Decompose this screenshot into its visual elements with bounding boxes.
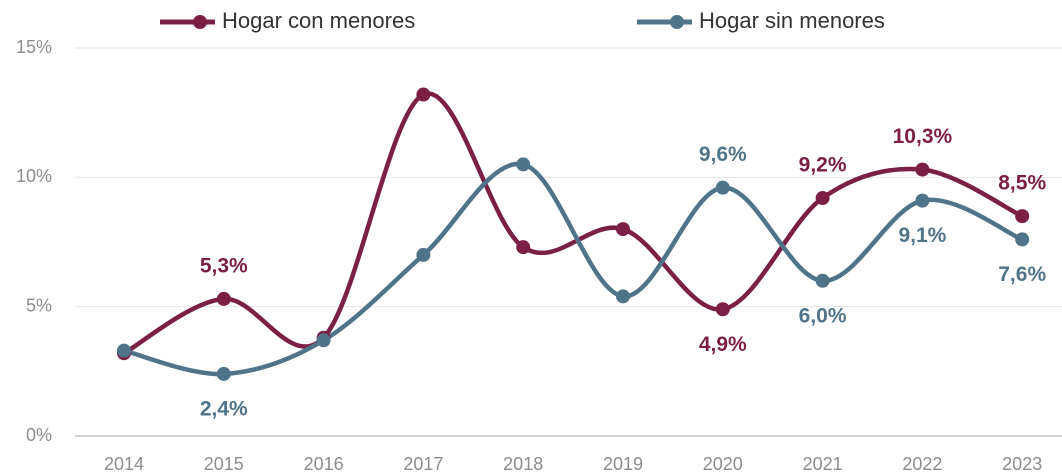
y-tick-label: 10% xyxy=(16,166,52,186)
x-tick-label: 2020 xyxy=(703,454,743,474)
x-tick-label: 2016 xyxy=(304,454,344,474)
point xyxy=(216,366,231,381)
point xyxy=(117,343,131,358)
x-tick-label: 2021 xyxy=(803,454,843,474)
legend-marker xyxy=(193,15,207,29)
point xyxy=(416,247,431,262)
data-label: 5,3% xyxy=(200,254,248,277)
point xyxy=(715,180,730,195)
data-label: 8,5% xyxy=(998,172,1046,195)
data-label: 9,6% xyxy=(699,143,747,166)
y-tick-label: 15% xyxy=(16,37,52,57)
x-tick-label: 2015 xyxy=(204,454,244,474)
series-line xyxy=(123,161,1024,377)
x-tick-label: 2018 xyxy=(503,454,543,474)
point xyxy=(715,302,730,317)
point xyxy=(915,193,930,208)
legend-label: Hogar sin menores xyxy=(699,8,885,33)
point xyxy=(516,157,531,172)
point xyxy=(815,191,830,206)
point xyxy=(915,162,930,177)
data-label: 9,2% xyxy=(799,154,847,177)
y-tick-label: 0% xyxy=(26,425,52,445)
data-label: 2,4% xyxy=(200,397,248,420)
point xyxy=(1015,232,1030,247)
point xyxy=(416,87,431,102)
data-label: 10,3% xyxy=(893,125,953,148)
y-tick-label: 5% xyxy=(26,295,52,315)
point xyxy=(1015,209,1030,224)
x-tick-label: 2017 xyxy=(403,454,443,474)
data-label: 9,1% xyxy=(898,224,946,247)
point xyxy=(815,273,830,288)
data-label: 4,9% xyxy=(699,333,747,356)
x-tick-label: 2022 xyxy=(902,454,942,474)
legend-marker xyxy=(670,15,684,29)
data-label: 6,0% xyxy=(799,304,847,327)
series-line xyxy=(122,91,1024,356)
point xyxy=(516,240,531,255)
point xyxy=(316,333,331,348)
point xyxy=(216,291,231,306)
point xyxy=(616,289,630,304)
x-tick-label: 2014 xyxy=(104,454,144,474)
x-tick-label: 2019 xyxy=(603,454,643,474)
x-tick-label: 2023 xyxy=(1002,454,1042,474)
data-label: 7,6% xyxy=(998,263,1046,286)
point xyxy=(616,222,630,237)
legend-label: Hogar con menores xyxy=(222,8,415,33)
